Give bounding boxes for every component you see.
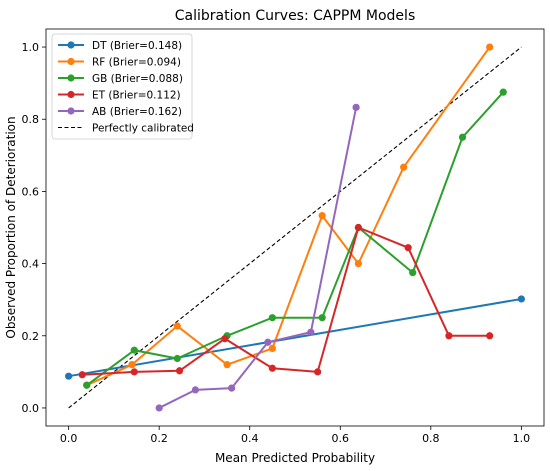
x-axis-label: Mean Predicted Probability [215, 451, 375, 465]
y-tick-label: 1.0 [22, 41, 40, 54]
data-point-ab [228, 384, 236, 392]
data-point-gb [83, 381, 91, 389]
data-point-rf [400, 163, 408, 171]
data-point-gb [268, 314, 276, 322]
data-point-et [268, 364, 276, 372]
data-point-dt [65, 372, 73, 380]
data-point-gb [409, 269, 417, 277]
data-point-et [221, 335, 229, 343]
y-tick-label: 0.8 [22, 113, 40, 126]
legend-label-ab: AB (Brier=0.162) [92, 106, 182, 118]
y-tick-label: 0.4 [22, 258, 40, 271]
data-point-et [314, 368, 322, 376]
data-point-ab [155, 404, 163, 412]
data-point-et [130, 368, 138, 376]
legend-label-dt: DT (Brier=0.148) [92, 40, 182, 52]
y-tick-label: 0.0 [22, 402, 40, 415]
x-tick-label: 1.0 [513, 432, 531, 445]
series-layer [65, 43, 525, 412]
data-point-rf [223, 361, 231, 369]
y-tick-label: 0.2 [22, 330, 40, 343]
data-point-rf [318, 211, 326, 220]
data-point-ab [352, 103, 360, 111]
series-line-et [82, 226, 490, 376]
data-point-ab [307, 328, 315, 336]
data-point-rf [486, 43, 494, 51]
legend-swatch-marker-rf [67, 57, 75, 66]
data-point-et [78, 371, 86, 379]
legend-swatch-marker-ab [67, 107, 75, 115]
data-point-rf [268, 344, 276, 353]
data-point-et [445, 332, 453, 340]
x-tick-label: 0.0 [60, 432, 78, 445]
data-point-gb [130, 346, 138, 354]
y-axis-label: Observed Proportion of Deterioration [4, 116, 18, 338]
legend-swatch-marker-gb [67, 74, 75, 82]
data-point-gb [173, 354, 181, 363]
data-point-dt [517, 295, 525, 303]
data-point-rf [128, 361, 136, 369]
legend-label-gb: GB (Brier=0.088) [92, 73, 183, 85]
data-point-rf [173, 322, 181, 330]
x-tick-label: 0.4 [241, 432, 259, 445]
x-axis-ticks: 0.0 0.2 0.4 0.6 0.8 1.0 [60, 426, 530, 445]
data-point-et [354, 223, 362, 232]
legend-label-rf: RF (Brier=0.094) [92, 57, 181, 69]
data-point-gb [458, 133, 467, 141]
x-tick-label: 0.6 [332, 432, 350, 445]
legend-swatch-marker-et [67, 90, 75, 99]
legend-label-et: ET (Brier=0.112) [92, 90, 181, 102]
data-point-ab [191, 386, 199, 394]
data-point-rf [354, 259, 362, 268]
chart-title: Calibration Curves: CAPPM Models [175, 8, 415, 24]
data-point-ab [264, 338, 272, 346]
y-axis-ticks: 0.0 0.2 0.4 0.6 0.8 1.0 [22, 41, 46, 415]
series-line-gb [86, 91, 504, 387]
legend-swatch-marker-dt [67, 41, 75, 49]
series-line-dt [68, 297, 522, 378]
data-point-gb [499, 88, 507, 96]
data-point-et [486, 332, 494, 340]
data-point-et [404, 244, 412, 252]
series-line-ab [158, 107, 358, 409]
legend-box [51, 33, 193, 140]
legend-label-reference: Perfectly calibrated [92, 123, 194, 135]
y-tick-label: 0.6 [22, 185, 40, 198]
x-tick-label: 0.8 [422, 432, 440, 445]
x-tick-label: 0.2 [150, 432, 168, 445]
data-point-gb [318, 314, 326, 322]
data-point-et [175, 367, 184, 375]
legend: DT (Brier=0.148) RF (Brier=0.094) GB (Brie… [51, 33, 194, 140]
